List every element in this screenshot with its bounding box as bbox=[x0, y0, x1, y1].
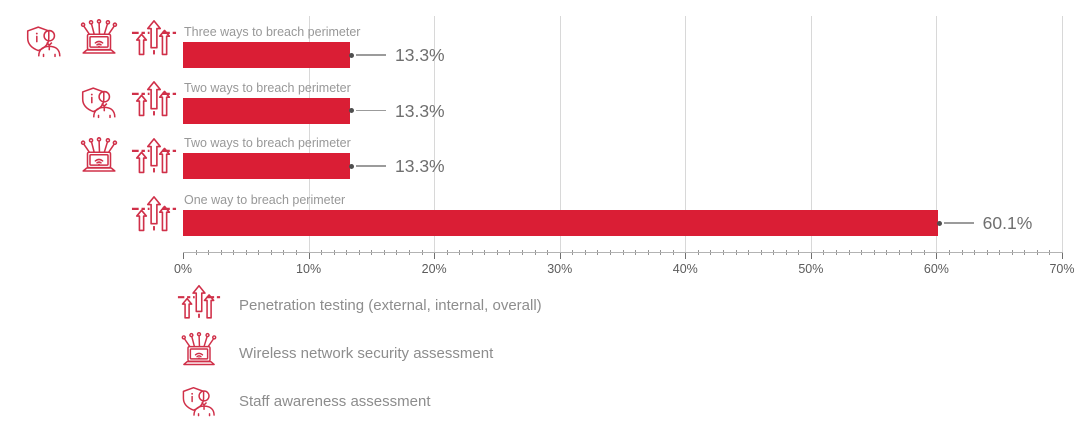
x-axis-tick-label: 20% bbox=[421, 262, 447, 276]
x-axis-line bbox=[183, 252, 1063, 253]
legend-item: Penetration testing (external, internal,… bbox=[177, 283, 542, 327]
x-axis-major-tick bbox=[1062, 252, 1063, 259]
staff-awareness-legend-icon-box bbox=[177, 379, 221, 423]
gridline bbox=[1062, 16, 1063, 252]
bar bbox=[183, 210, 938, 236]
callout-line bbox=[943, 222, 974, 224]
callout-dot bbox=[349, 163, 354, 169]
x-axis-tick-label: 30% bbox=[547, 262, 573, 276]
x-axis-tick-label: 70% bbox=[1049, 262, 1075, 276]
penetration-testing-legend-icon-box bbox=[177, 283, 221, 327]
staff-awareness-icon bbox=[26, 26, 61, 58]
value-label: 13.3% bbox=[395, 45, 445, 65]
category-label: Three ways to breach perimeter bbox=[184, 25, 361, 39]
wireless-network-legend-icon-box bbox=[177, 331, 221, 375]
gridline bbox=[559, 16, 561, 252]
value-label: 13.3% bbox=[395, 156, 445, 176]
callout-line bbox=[356, 54, 386, 56]
legend-item: Staff awareness assessment bbox=[177, 379, 430, 423]
row-icon-group bbox=[8, 79, 177, 125]
x-axis-major-tick bbox=[685, 252, 687, 259]
wireless-network-icon bbox=[181, 332, 217, 366]
legend-item: Wireless network security assessment bbox=[177, 331, 493, 375]
x-axis-major-tick bbox=[936, 252, 938, 259]
staff-awareness-icon-box bbox=[76, 79, 122, 125]
x-axis-tick-label: 50% bbox=[798, 262, 824, 276]
x-axis-major-tick bbox=[308, 252, 310, 259]
gridline bbox=[434, 16, 436, 252]
callout-dot bbox=[349, 108, 354, 113]
gridline bbox=[308, 16, 310, 252]
penetration-testing-icon-box bbox=[131, 79, 177, 125]
legend-label: Penetration testing (external, internal,… bbox=[239, 296, 542, 314]
bar bbox=[183, 153, 350, 179]
gridline bbox=[810, 16, 812, 252]
staff-awareness-icon-box bbox=[21, 18, 67, 64]
staff-awareness-icon bbox=[182, 386, 215, 417]
callout-line bbox=[356, 109, 386, 112]
penetration-testing-icon-box bbox=[131, 194, 177, 240]
callout-line bbox=[356, 165, 386, 167]
x-axis-tick-label: 60% bbox=[923, 262, 949, 276]
callout-dot bbox=[936, 220, 942, 226]
wireless-network-icon-box bbox=[76, 18, 122, 64]
gridline bbox=[685, 16, 687, 252]
row-icon-group bbox=[8, 18, 177, 64]
callout-dot bbox=[349, 52, 354, 58]
wireless-network-icon bbox=[80, 137, 118, 172]
legend-label: Staff awareness assessment bbox=[239, 392, 431, 410]
wireless-network-icon bbox=[80, 19, 118, 54]
penetration-testing-icon-box bbox=[131, 136, 177, 182]
penetration-testing-icon bbox=[177, 284, 221, 319]
category-label: Two ways to breach perimeter bbox=[184, 136, 351, 150]
row-icon-group bbox=[8, 136, 177, 182]
row-icon-group bbox=[8, 194, 177, 240]
x-axis-major-tick bbox=[183, 252, 184, 259]
bar bbox=[183, 97, 350, 124]
x-axis-tick-label: 40% bbox=[672, 262, 698, 276]
legend-label: Wireless network security assessment bbox=[239, 344, 494, 362]
penetration-testing-icon bbox=[131, 196, 177, 232]
category-label: Two ways to breach perimeter bbox=[184, 80, 351, 95]
category-label: One way to breach perimeter bbox=[184, 193, 346, 207]
penetration-testing-icon bbox=[131, 138, 177, 174]
x-axis-major-tick bbox=[810, 252, 812, 259]
x-axis-tick-label: 0% bbox=[173, 262, 193, 276]
x-axis-major-tick bbox=[434, 252, 436, 259]
bar bbox=[183, 42, 350, 68]
gridline bbox=[936, 16, 938, 252]
penetration-testing-icon bbox=[131, 20, 177, 56]
value-label: 60.1% bbox=[982, 213, 1033, 233]
penetration-testing-icon bbox=[131, 81, 177, 117]
x-axis-major-tick bbox=[559, 252, 561, 259]
value-label: 13.3% bbox=[395, 100, 445, 121]
penetration-testing-icon-box bbox=[131, 18, 177, 64]
x-axis-tick-label: 10% bbox=[296, 262, 322, 276]
staff-awareness-icon bbox=[81, 87, 116, 119]
wireless-network-icon-box bbox=[76, 136, 122, 182]
